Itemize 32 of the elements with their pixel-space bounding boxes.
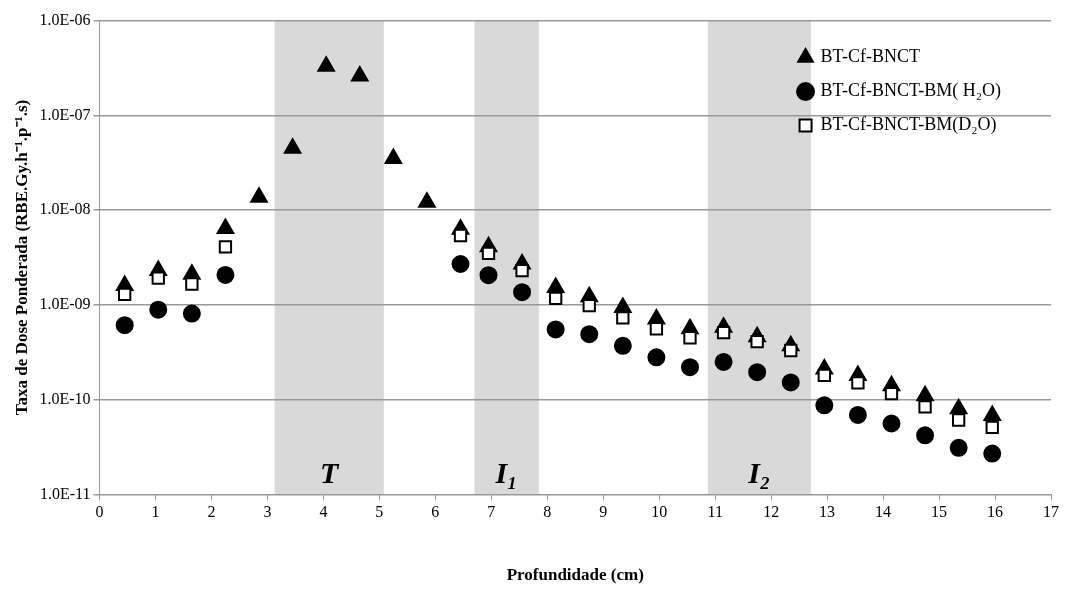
x-tick-label: 12: [763, 503, 780, 521]
legend-label: BT-Cf-BNCT-BM( H₂O): [820, 80, 1002, 102]
x-tick-label: 7: [487, 503, 496, 521]
x-tick-label: 16: [987, 503, 1004, 521]
x-tick-label: 9: [599, 503, 608, 521]
legend-label: BT-Cf-BNCT-BM(D₂O): [820, 114, 997, 136]
y-tick-label: 1.0E-06: [39, 10, 91, 28]
y-tick-label: 1.0E-07: [39, 105, 91, 123]
x-tick-label: 11: [707, 503, 723, 521]
x-tick-label: 17: [1043, 503, 1059, 521]
y-tick-label: 1.0E-11: [39, 484, 91, 502]
x-tick-label: 15: [931, 503, 948, 521]
y-tick-label: 1.0E-08: [39, 200, 91, 218]
x-tick-label: 2: [207, 503, 216, 521]
y-axis-title: Taxa de Dose Ponderada (RBE.Gy.h⁻¹.p⁻¹.s): [11, 99, 31, 416]
band-label: T: [320, 456, 341, 490]
x-tick-label: 1: [151, 503, 160, 521]
x-tick-label: 3: [263, 503, 272, 521]
band-label: I₂: [747, 456, 771, 490]
x-tick-label: 6: [431, 503, 440, 521]
x-axis-title: Profundidade (cm): [506, 565, 644, 585]
x-tick-label: 5: [375, 503, 384, 521]
x-tick-label: 14: [875, 503, 892, 521]
y-tick-label: 1.0E-10: [39, 389, 91, 407]
legend-label: BT-Cf-BNCT: [820, 46, 920, 67]
y-tick-label: 1.0E-09: [39, 295, 91, 313]
x-tick-label: 4: [319, 503, 328, 521]
x-tick-label: 10: [651, 503, 668, 521]
x-tick-label: 13: [819, 503, 836, 521]
x-tick-label: 0: [95, 503, 104, 521]
x-tick-label: 8: [543, 503, 552, 521]
band-label: I₁: [494, 456, 518, 490]
